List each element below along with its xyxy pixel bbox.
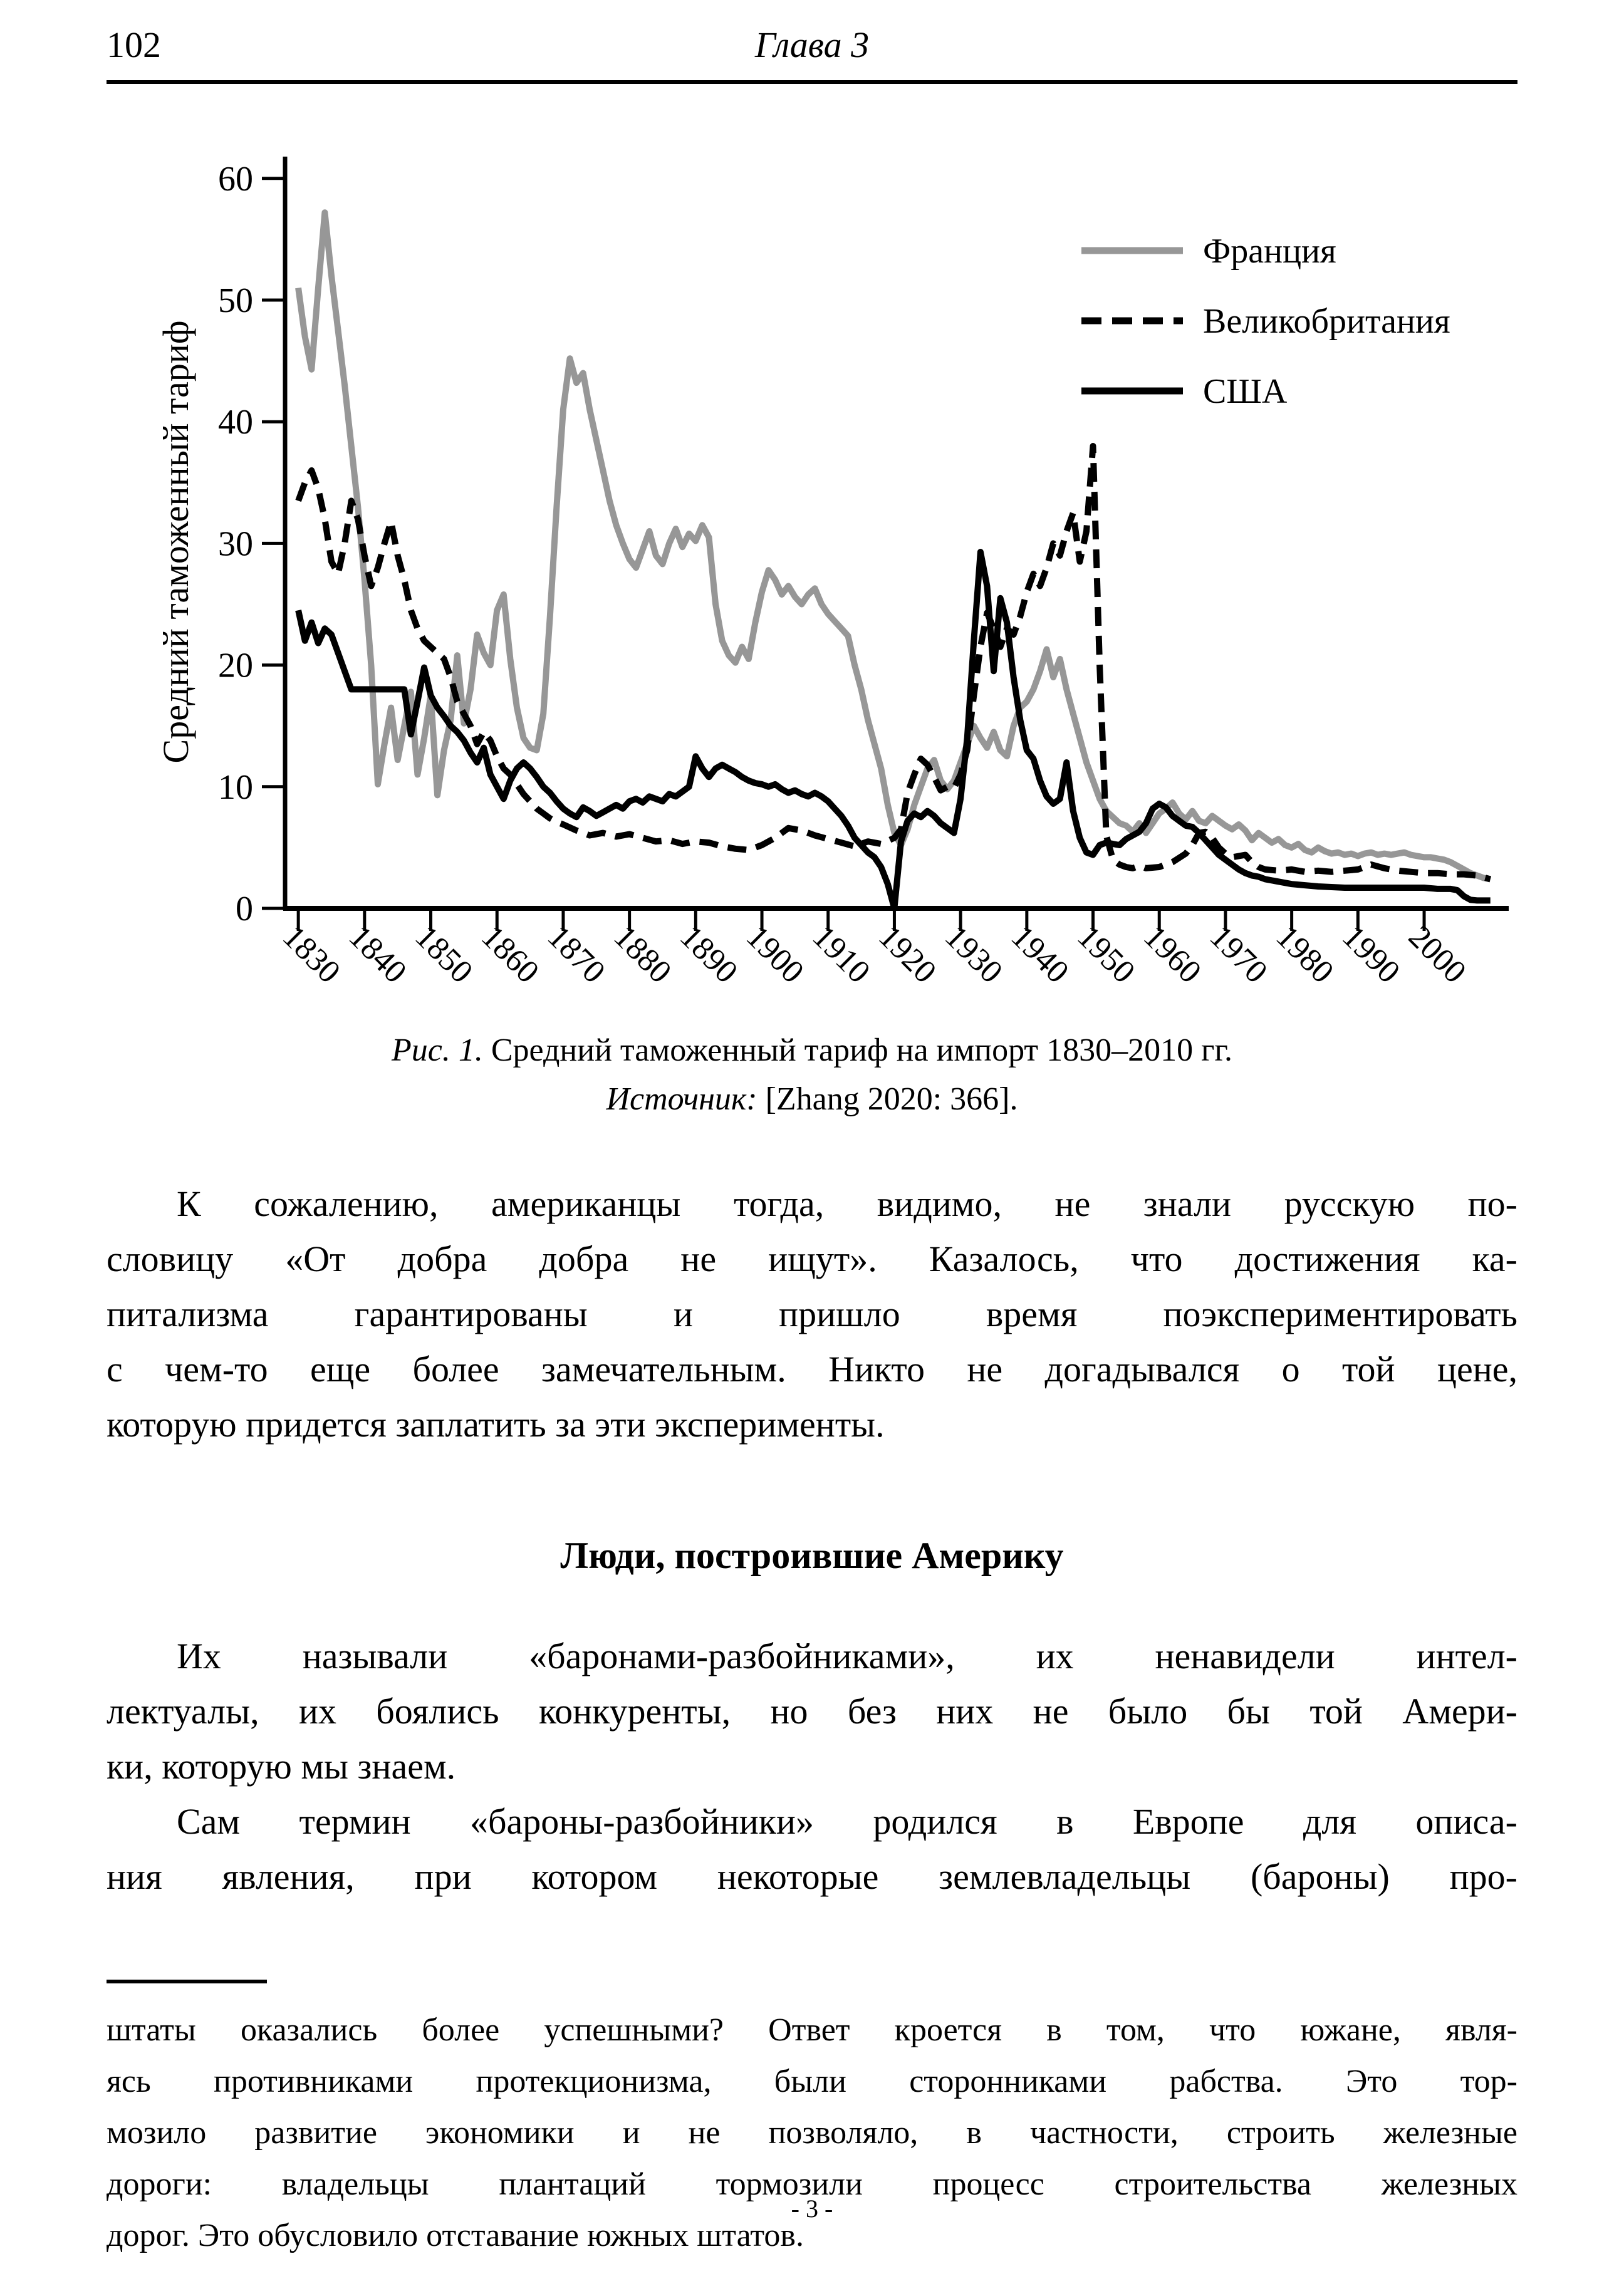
x-tick-label: 1970 bbox=[1203, 919, 1274, 990]
caption-label: Рис. 1. bbox=[392, 1032, 483, 1068]
tariff-chart: Средний таможенный тариф 0 10 20 30 40 50 60 183… bbox=[155, 155, 1509, 990]
section-heading: Люди, построившие Америку bbox=[560, 1535, 1064, 1576]
text-line: дорог. Это обусловило отставание южных ш… bbox=[107, 2218, 804, 2253]
legend-label: Франция bbox=[1203, 232, 1336, 271]
figure-caption: Рис. 1. Средний таможенный тариф на импо… bbox=[107, 1026, 1517, 1124]
source-label: Источник: bbox=[606, 1081, 757, 1117]
legend-label: США bbox=[1203, 372, 1288, 411]
text-line: словицу «От добра добра не ищут». Казало… bbox=[107, 1239, 1517, 1279]
text-line: ясь противниками протекционизма, были ст… bbox=[107, 2064, 1517, 2099]
y-tick-label: 10 bbox=[218, 768, 253, 807]
y-axis-label: Средний таможенный тариф bbox=[155, 321, 196, 764]
text-line: ния явления, при котором некоторые земле… bbox=[107, 1856, 1517, 1897]
x-tick-label: 1880 bbox=[607, 919, 679, 990]
text-line: с чем-то еще более замечательным. Никто … bbox=[107, 1349, 1517, 1390]
x-tick-label: 1980 bbox=[1269, 919, 1341, 990]
text-line: Сам термин «бароны-разбойники» родился в… bbox=[177, 1801, 1517, 1842]
text-line: К сожалению, американцы тогда, видимо, н… bbox=[177, 1183, 1517, 1224]
caption-line: Рис. 1. Средний таможенный тариф на импо… bbox=[107, 1026, 1517, 1075]
paragraph: Их называли «баронами-разбойниками», их … bbox=[107, 1629, 1517, 1794]
chapter-title: Глава 3 bbox=[754, 24, 870, 65]
footnote-rule bbox=[107, 1980, 267, 1983]
paragraph: Сам термин «бароны-разбойники» родился в… bbox=[107, 1794, 1517, 1904]
caption-source-line: Источник: [Zhang 2020: 366]. bbox=[107, 1075, 1517, 1124]
figure-1: Средний таможенный тариф 0 10 20 30 40 50 60 183… bbox=[104, 155, 1520, 1034]
x-tick-label: 2000 bbox=[1402, 919, 1473, 990]
footnote: штаты оказались более успешными? Ответ к… bbox=[107, 2005, 1517, 2262]
x-tick-label: 1950 bbox=[1071, 919, 1142, 990]
y-tick-label: 60 bbox=[218, 160, 253, 199]
body-text: К сожалению, американцы тогда, видимо, н… bbox=[107, 1177, 1517, 1904]
y-tick-label: 40 bbox=[218, 403, 253, 442]
header-rule bbox=[107, 80, 1517, 84]
text-line: питализма гарантированы и пришло время п… bbox=[107, 1294, 1517, 1334]
legend-label: Великобритания bbox=[1203, 302, 1450, 341]
text-line: лектуалы, их боялись конкуренты, но без … bbox=[107, 1691, 1517, 1732]
page-header: 102 Глава 3 bbox=[107, 24, 1517, 65]
y-tick-label: 30 bbox=[218, 524, 253, 563]
source-text: [Zhang 2020: 366]. bbox=[757, 1081, 1018, 1117]
x-tick-label: 1860 bbox=[474, 919, 546, 990]
page-number: 102 bbox=[107, 24, 161, 65]
x-tick-label: 1960 bbox=[1137, 919, 1208, 990]
x-tick-label: 1920 bbox=[872, 919, 943, 990]
text-line: ки, которую мы знаем. bbox=[107, 1746, 456, 1787]
y-tick-label: 50 bbox=[218, 281, 253, 320]
x-tick-label: 1830 bbox=[276, 919, 347, 990]
x-tick-label: 1890 bbox=[673, 919, 744, 990]
x-tick-label: 1900 bbox=[739, 919, 811, 990]
text-line: штаты оказались более успешными? Ответ к… bbox=[107, 2012, 1517, 2048]
text-line: мозило развитие экономики и не позволяло… bbox=[107, 2115, 1517, 2151]
text-line: дороги: владельцы плантаций тормозили пр… bbox=[107, 2166, 1517, 2202]
caption-text: Средний таможенный тариф на импорт 1830–… bbox=[482, 1032, 1232, 1068]
series-uk bbox=[295, 443, 1492, 883]
x-tick-label: 1990 bbox=[1335, 919, 1407, 990]
x-tick-label: 1870 bbox=[541, 919, 612, 990]
pdf-page-marker: - 3 - bbox=[791, 2195, 833, 2223]
text-line: Их называли «баронами-разбойниками», их … bbox=[177, 1636, 1517, 1676]
x-tick-label: 1910 bbox=[806, 919, 877, 990]
x-tick-label: 1930 bbox=[938, 919, 1009, 990]
x-tick-label: 1940 bbox=[1004, 919, 1076, 990]
x-tick-label: 1850 bbox=[409, 919, 480, 990]
paragraph: К сожалению, американцы тогда, видимо, н… bbox=[107, 1177, 1517, 1452]
series-usa bbox=[295, 549, 1491, 912]
y-tick-label: 0 bbox=[236, 890, 253, 928]
x-tick-label: 1840 bbox=[342, 919, 414, 990]
y-tick-label: 20 bbox=[218, 647, 253, 685]
text-line: которую придется заплатить за эти экспер… bbox=[107, 1404, 885, 1445]
